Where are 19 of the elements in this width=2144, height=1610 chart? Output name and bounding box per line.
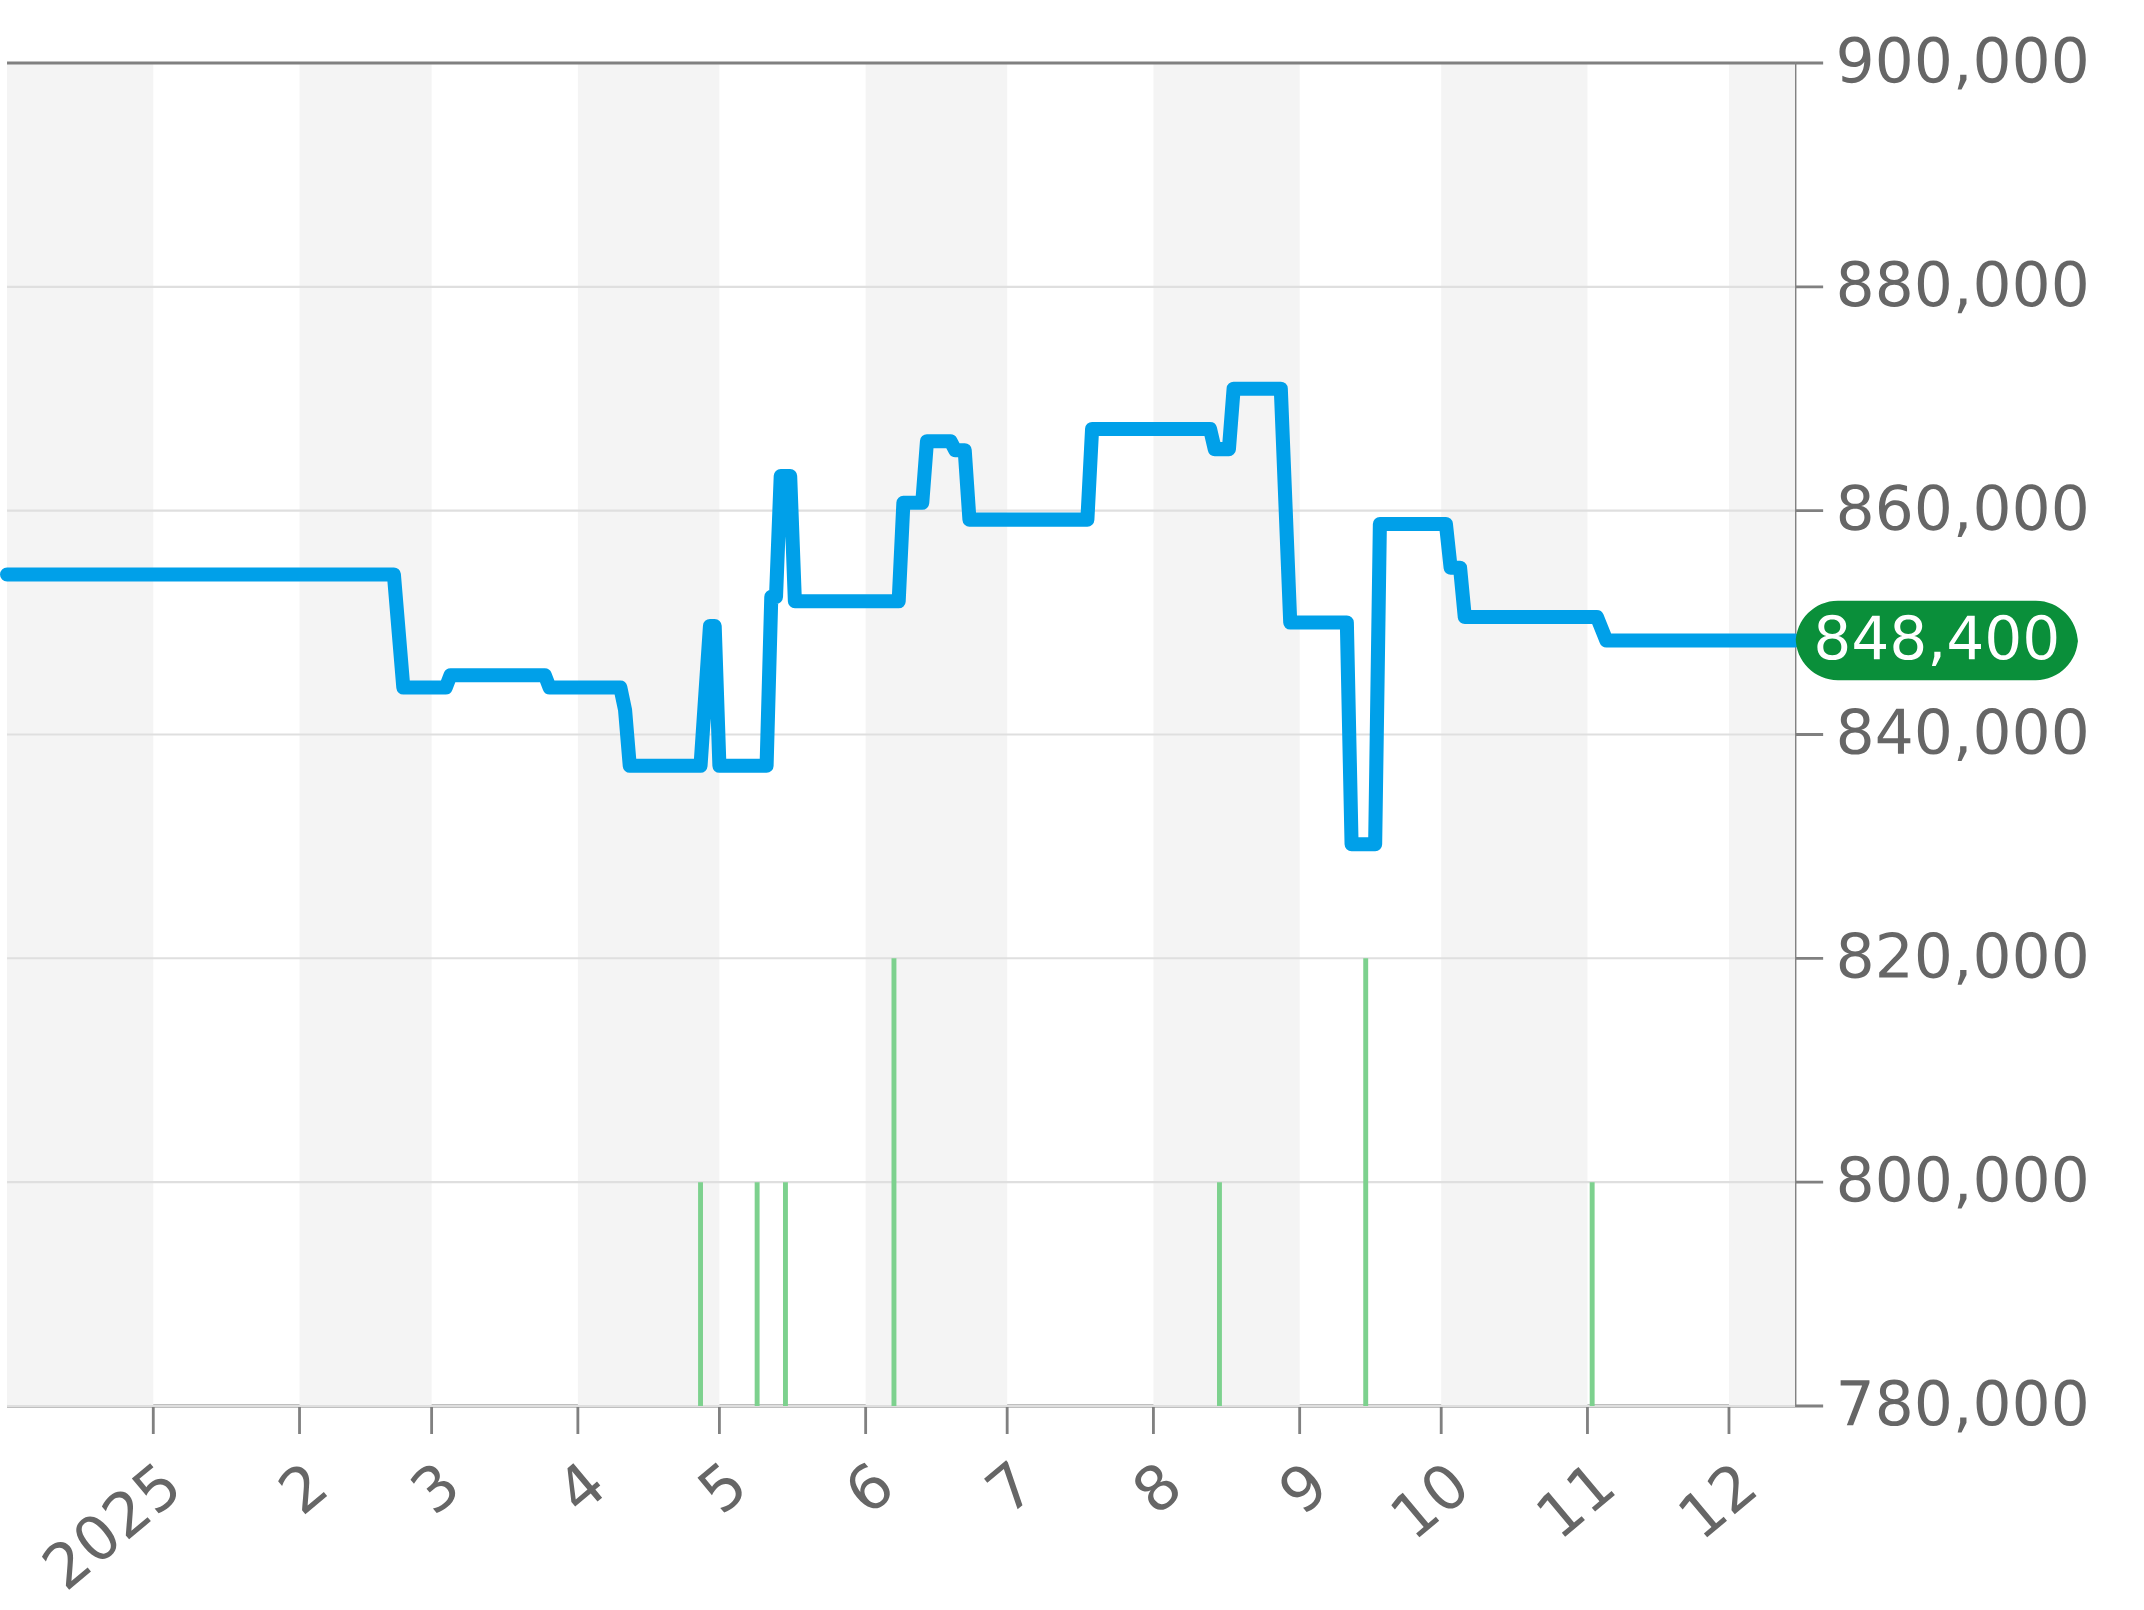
x-tick-label: 8	[1135, 1465, 1178, 1511]
y-tick-label: 860,000	[1839, 484, 2086, 538]
x-tick-label: 3	[410, 1465, 456, 1514]
x-tick-label: 11	[1537, 1467, 1615, 1537]
x-tick-label: 9	[1281, 1466, 1322, 1513]
y-tick-label: 900,000	[1839, 36, 2086, 90]
x-tick-label: 5	[697, 1462, 742, 1513]
x-tick-label: 2	[278, 1466, 328, 1515]
x-tick-label: 7	[984, 1460, 1023, 1510]
x-tick-label: 4	[567, 1463, 603, 1507]
y-tick-label: 820,000	[1839, 932, 2086, 985]
x-tick-label: 10	[1391, 1466, 1465, 1538]
x-tick-label: 6	[849, 1462, 890, 1509]
x-tick-label: 12	[1679, 1466, 1757, 1538]
y-tick-label: 880,000	[1839, 260, 2086, 314]
y-tick-label: 800,000	[1839, 1155, 2086, 1209]
y-tick-label: 780,000	[1840, 1379, 2086, 1433]
annotation: 848,400	[1817, 614, 2057, 667]
y-tick-label: 840,000	[1839, 708, 2086, 762]
